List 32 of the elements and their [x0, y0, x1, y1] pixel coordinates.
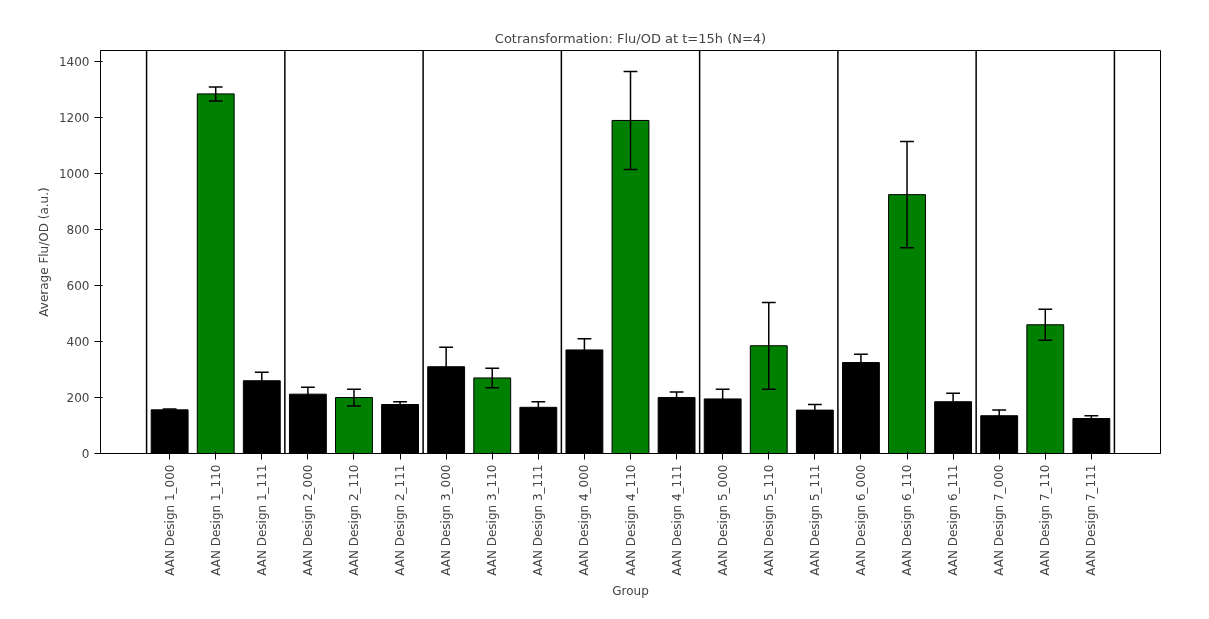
x-tick-label: AAN Design 4_000 — [577, 464, 592, 576]
y-tick-label: 800 — [66, 223, 90, 238]
y-tick-label: 1000 — [58, 167, 90, 182]
x-tick-label: AAN Design 6_111 — [946, 464, 961, 576]
x-tick-label: AAN Design 1_111 — [254, 464, 269, 576]
x-tick-label: AAN Design 1_110 — [208, 464, 223, 576]
x-tick-label: AAN Design 7_111 — [1084, 464, 1099, 576]
x-tick-label: AAN Design 6_000 — [853, 464, 868, 576]
x-tick-label: AAN Design 3_110 — [485, 464, 500, 576]
x-tick-label: AAN Design 6_110 — [900, 464, 915, 576]
x-tick-label: AAN Design 2_110 — [346, 464, 361, 576]
x-tick-label: AAN Design 3_000 — [439, 464, 454, 576]
x-tick-label: AAN Design 5_110 — [761, 464, 776, 576]
y-tick-label: 600 — [66, 279, 90, 294]
x-axis-title: Group — [612, 583, 649, 598]
x-tick-label: AAN Design 1_000 — [162, 464, 177, 576]
y-axis-title: Average Flu/OD (a.u.) — [36, 187, 51, 317]
y-tick-label: 400 — [66, 335, 90, 350]
x-tick-label: AAN Design 2_111 — [393, 464, 408, 576]
chart-title: Cotransformation: Flu/OD at t=15h (N=4) — [494, 30, 767, 46]
x-tick-label: AAN Design 3_111 — [531, 464, 546, 576]
x-tick-label: AAN Design 2_000 — [300, 464, 315, 576]
y-tick-label: 1200 — [58, 111, 90, 126]
x-tick-label: AAN Design 5_000 — [715, 464, 730, 576]
y-tick-label: 200 — [66, 391, 90, 406]
x-tick-label: AAN Design 4_110 — [623, 464, 638, 576]
y-tick-label: 1400 — [58, 55, 90, 70]
x-tick-label: AAN Design 7_110 — [1038, 464, 1053, 576]
x-tick-label: AAN Design 4_111 — [669, 464, 684, 576]
x-tick-label: AAN Design 5_111 — [807, 464, 822, 576]
y-tick-label: 0 — [81, 447, 90, 461]
x-tick-label: AAN Design 7_000 — [992, 464, 1007, 576]
